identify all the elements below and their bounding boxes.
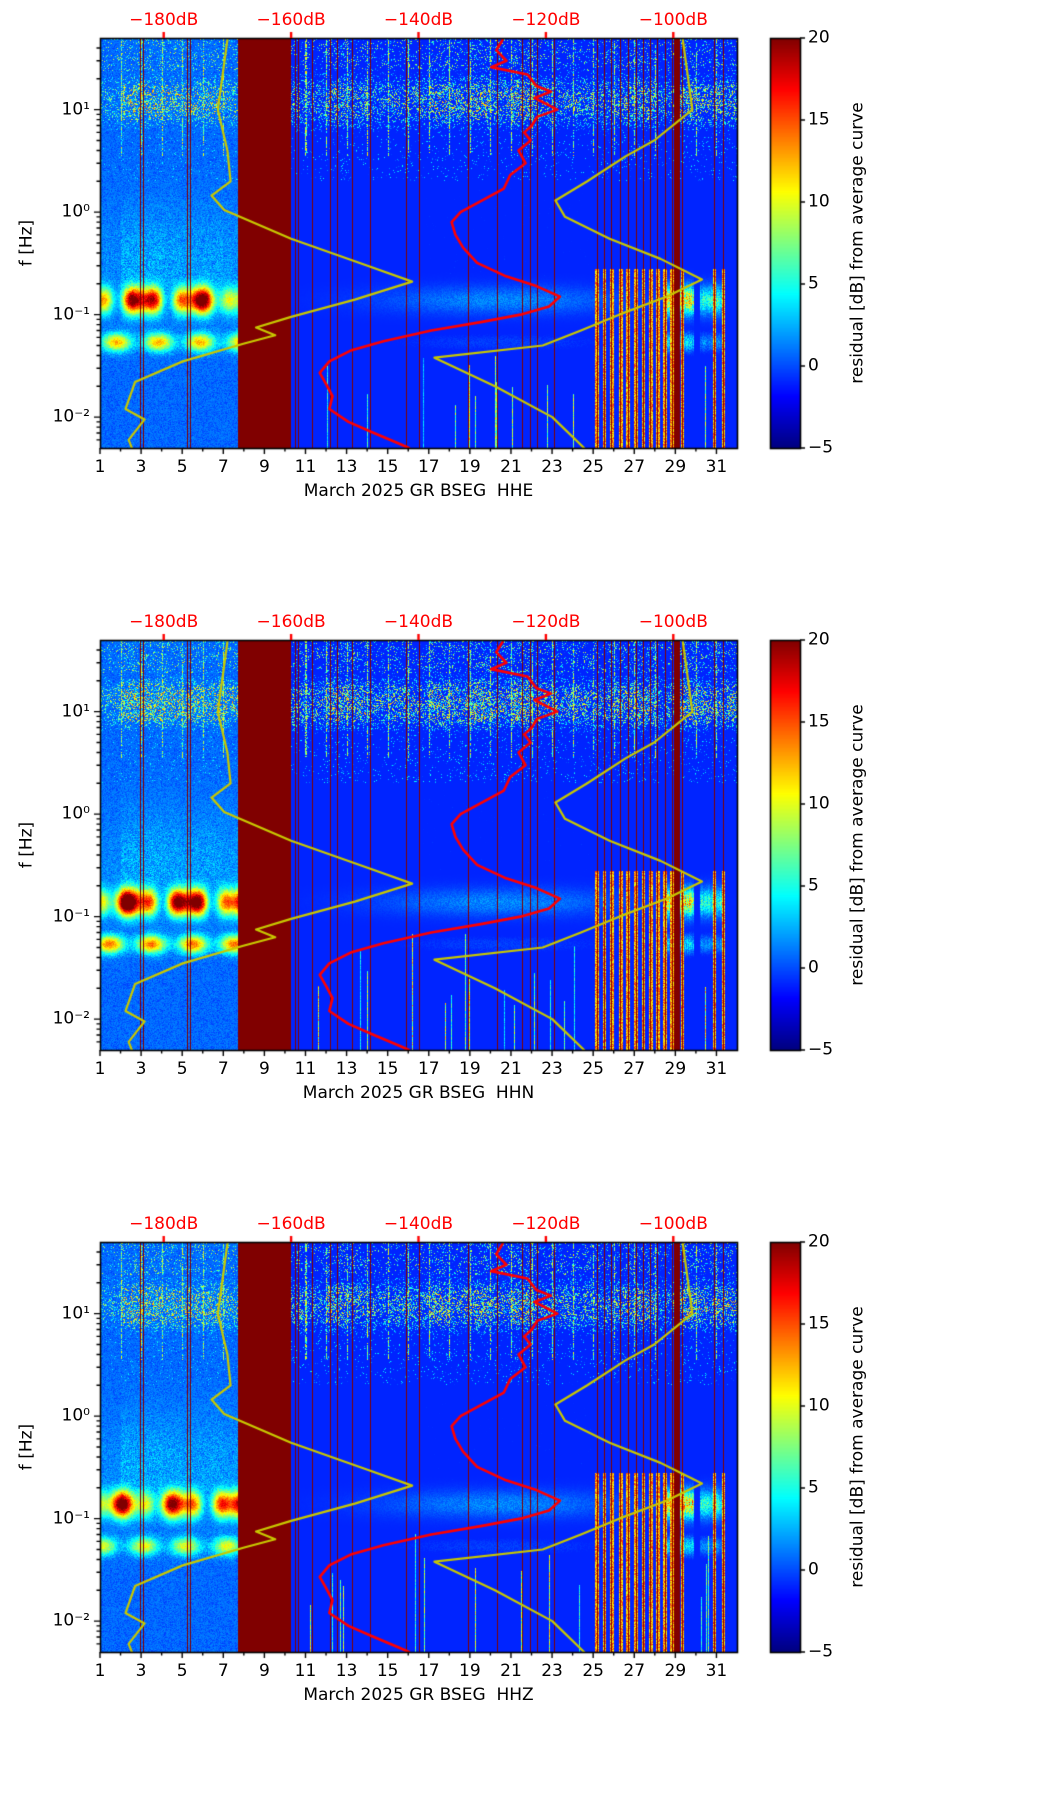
panel-hhz: −180dB −160dB −140dB −120dB −100dB 1 3 5 7 9 11 13 1…	[0, 1204, 1052, 1806]
panel-hhe: −180dB −160dB −140dB −120dB −100dB 1 3 5 7 9 11 13 1…	[0, 0, 1052, 602]
spectrogram-canvas-hhe	[0, 0, 1052, 602]
spectrogram-canvas-hhn	[0, 602, 1052, 1204]
panel-hhn: −180dB −160dB −140dB −120dB −100dB 1 3 5 7 9 11 13 1…	[0, 602, 1052, 1204]
spectrogram-canvas-hhz	[0, 1204, 1052, 1806]
